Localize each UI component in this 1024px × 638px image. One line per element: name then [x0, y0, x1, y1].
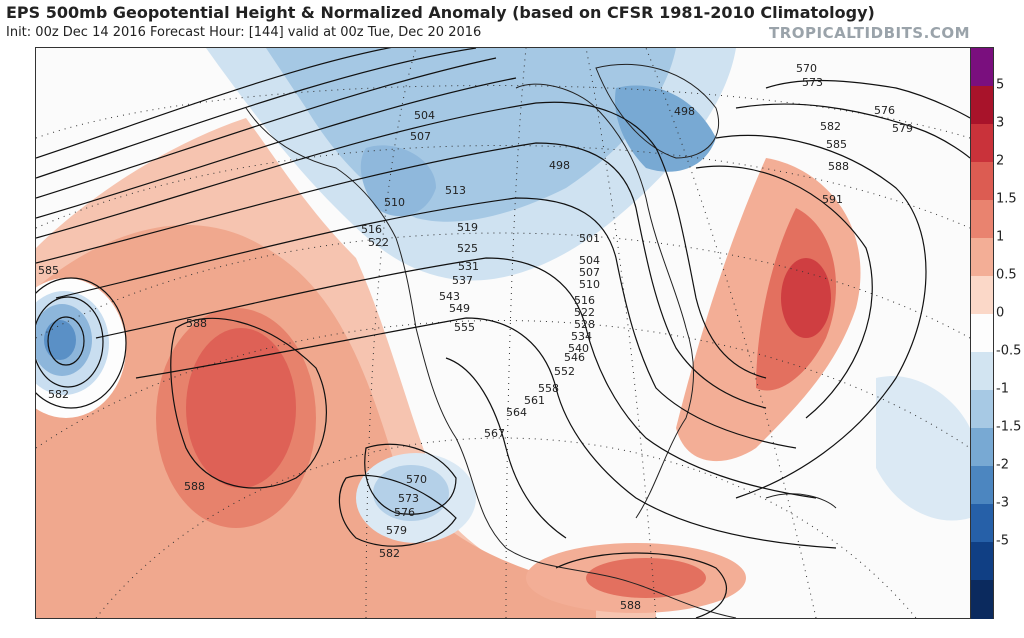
colorbar-segment	[971, 466, 993, 505]
colorbar-segment	[971, 238, 993, 277]
contour-label: 516	[361, 223, 382, 236]
contour-label: 570	[796, 62, 817, 75]
contour-label: 498	[674, 105, 695, 118]
contour-label: 567	[484, 427, 505, 440]
contour-label: 591	[822, 193, 843, 206]
colorbar-tick-label: 1	[996, 229, 1005, 245]
colorbar-segment	[971, 162, 993, 201]
chart-subtitle: Init: 00z Dec 14 2016 Forecast Hour: [14…	[6, 25, 482, 40]
contour-label: 513	[445, 184, 466, 197]
contour-label: 579	[892, 122, 913, 135]
coastlines	[245, 63, 837, 618]
contour-label: 507	[410, 130, 431, 143]
colorbar-tick-label: 0.5	[996, 267, 1017, 283]
colorbar-segment	[971, 580, 993, 619]
colorbar-tick-label: -5	[996, 533, 1009, 549]
colorbar-segment	[971, 48, 993, 87]
colorbar-segment	[971, 504, 993, 543]
contour-label: 522	[574, 306, 595, 319]
contour-label: 546	[564, 351, 585, 364]
contour-label: 510	[384, 196, 405, 209]
colorbar-segment	[971, 542, 993, 581]
contour-label: 549	[449, 302, 470, 315]
height-contours	[36, 48, 970, 618]
anomaly-shading	[36, 48, 970, 618]
colorbar-tick-label: 1.5	[996, 191, 1017, 207]
contour-label: 579	[386, 524, 407, 537]
colorbar-tick-label: 0	[996, 305, 1005, 321]
contour-label: 582	[48, 388, 69, 401]
contour-label: 537	[452, 274, 473, 287]
contour-label: 561	[524, 394, 545, 407]
colorbar-tick-label: 3	[996, 115, 1005, 131]
map-svg: 570 573 576 579 582 585 588 591 498 504 …	[36, 48, 970, 618]
contour-label: 582	[820, 120, 841, 133]
colorbar-segment	[971, 124, 993, 163]
colorbar-segment	[971, 200, 993, 239]
contour-label: 570	[406, 473, 427, 486]
contour-label: 543	[439, 290, 460, 303]
contour-label: 507	[579, 266, 600, 279]
contour-label: 573	[398, 492, 419, 505]
contour-label: 585	[826, 138, 847, 151]
contour-label: 498	[549, 159, 570, 172]
colorbar-segment	[971, 352, 993, 391]
colorbar-segment	[971, 86, 993, 125]
colorbar-tick-label: -1	[996, 381, 1009, 397]
contour-labels: 570 573 576 579 582 585 588 591 498 504 …	[38, 62, 913, 612]
colorbar-tick-label: -2	[996, 457, 1009, 473]
contour-label: 588	[186, 317, 207, 330]
contour-label: 504	[579, 254, 600, 267]
contour-label: 540	[568, 342, 589, 355]
map-panel: 570 573 576 579 582 585 588 591 498 504 …	[35, 47, 971, 619]
contour-label: 564	[506, 406, 527, 419]
contour-label: 519	[457, 221, 478, 234]
colorbar-tick-label: -3	[996, 495, 1009, 511]
brand-watermark: TROPICALTIDBITS.COM	[769, 24, 970, 42]
contour-label: 504	[414, 109, 435, 122]
contour-label: 558	[538, 382, 559, 395]
graticule	[36, 48, 970, 618]
colorbar-tick-label: 2	[996, 153, 1005, 169]
colorbar-tick-label: -1.5	[996, 419, 1022, 435]
contour-label: 555	[454, 321, 475, 334]
contour-label: 525	[457, 242, 478, 255]
contour-label: 516	[574, 294, 595, 307]
colorbar	[970, 47, 994, 619]
contour-label: 522	[368, 236, 389, 249]
chart-title: EPS 500mb Geopotential Height & Normaliz…	[6, 3, 875, 22]
colorbar-tick-label: -0.5	[996, 343, 1022, 359]
contour-label: 528	[574, 318, 595, 331]
contour-label: 552	[554, 365, 575, 378]
contour-label: 588	[184, 480, 205, 493]
contour-label: 501	[579, 232, 600, 245]
contour-label: 582	[379, 547, 400, 560]
colorbar-tick-label: 5	[996, 77, 1005, 93]
contour-label: 510	[579, 278, 600, 291]
colorbar-segment	[971, 428, 993, 467]
contour-label: 576	[874, 104, 895, 117]
contour-label: 531	[458, 260, 479, 273]
contour-label: 588	[620, 599, 641, 612]
colorbar-segment	[971, 390, 993, 429]
colorbar-segment	[971, 314, 993, 353]
contour-label: 576	[394, 506, 415, 519]
contour-label: 573	[802, 76, 823, 89]
contour-label: 585	[38, 264, 59, 277]
contour-label: 534	[571, 330, 592, 343]
contour-label: 588	[828, 160, 849, 173]
colorbar-segment	[971, 276, 993, 315]
